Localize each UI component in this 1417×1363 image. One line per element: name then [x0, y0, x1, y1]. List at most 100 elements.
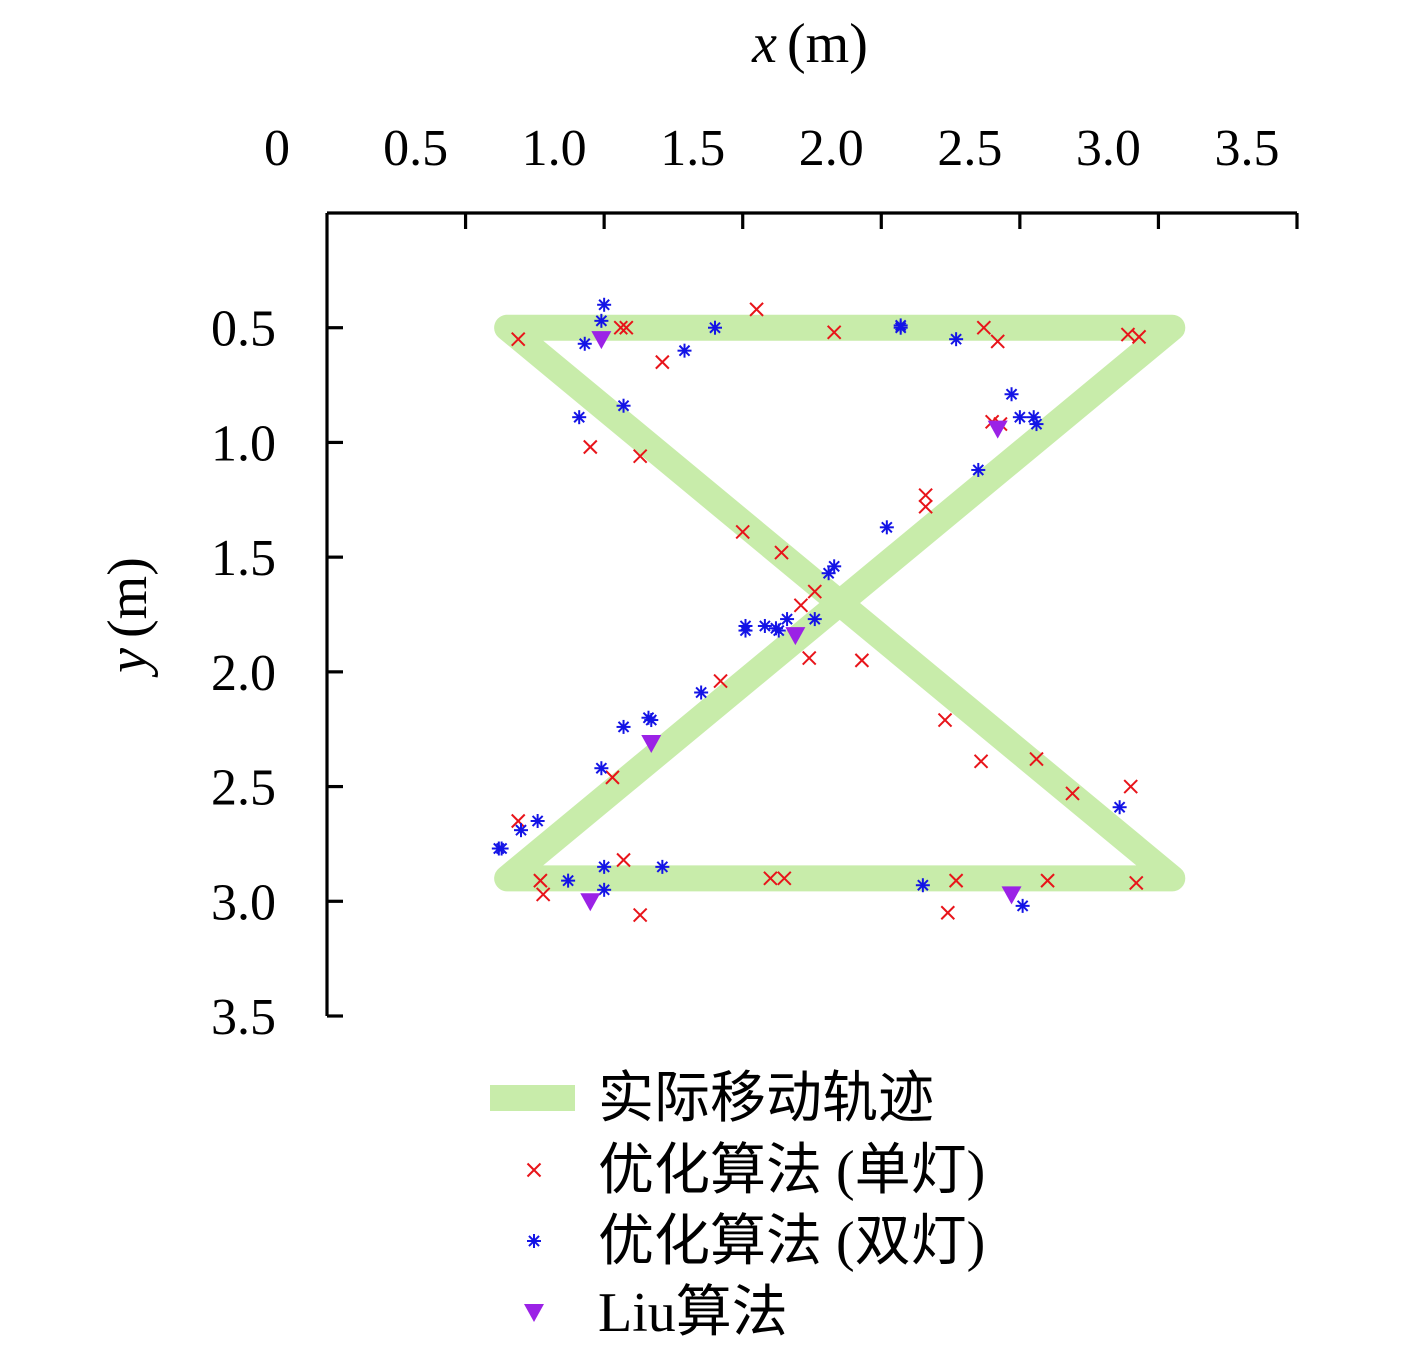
x-marker	[976, 320, 992, 335]
triangle-marker	[1001, 886, 1022, 905]
series-1	[511, 302, 1147, 923]
x-tick-label: 1.5	[660, 120, 725, 177]
asterisk-marker	[694, 685, 709, 700]
x-marker	[713, 673, 728, 689]
legend-label: Liu算法	[598, 1282, 788, 1344]
y-tick-label: 3.0	[211, 874, 276, 931]
trajectory-line	[494, 314, 1186, 892]
asterisk-marker	[577, 336, 592, 351]
x-marker	[616, 852, 631, 868]
asterisk-marker	[949, 332, 964, 347]
x-marker	[1123, 779, 1138, 794]
legend-item-1: 优化算法 (单灯)	[526, 1140, 985, 1202]
asterisk-marker	[527, 1234, 541, 1248]
x-marker	[526, 1162, 542, 1178]
asterisk-marker	[530, 813, 545, 828]
asterisk-marker	[1112, 800, 1127, 815]
asterisk-marker	[1012, 410, 1027, 425]
x-marker	[774, 545, 789, 560]
x-marker	[1131, 329, 1147, 345]
asterisk-marker	[780, 612, 795, 627]
asterisk-marker	[572, 410, 587, 425]
asterisk-marker	[561, 873, 576, 888]
triangle-marker	[785, 627, 806, 646]
x-marker	[802, 650, 817, 666]
x-marker	[632, 448, 648, 464]
asterisk-marker	[807, 612, 822, 627]
x-marker	[918, 487, 933, 503]
x-marker	[619, 320, 634, 335]
y-tick-label: 1.0	[211, 415, 276, 472]
legend-item-2: 优化算法 (双灯)	[527, 1211, 985, 1273]
asterisk-marker	[616, 719, 631, 734]
asterisk-marker	[616, 398, 631, 413]
x-marker	[535, 887, 551, 902]
triangle-marker	[641, 734, 662, 753]
y-axis-label-unit: (m)	[97, 557, 159, 638]
y-tick-label: 2.0	[211, 645, 276, 702]
x-marker	[937, 712, 953, 728]
x-marker	[990, 334, 1005, 349]
x-marker	[826, 325, 842, 340]
asterisk-marker	[597, 859, 612, 874]
x-marker	[1040, 873, 1055, 888]
series-2	[491, 297, 1127, 913]
plot-area	[491, 297, 1186, 923]
y-tick-label: 0.5	[211, 301, 276, 358]
asterisk-marker	[771, 623, 786, 638]
x-marker	[777, 871, 792, 886]
asterisk-marker	[514, 823, 528, 838]
asterisk-marker	[879, 520, 894, 535]
legend-item-0: 实际移动轨迹	[490, 1068, 934, 1130]
x-marker	[940, 905, 956, 920]
x-marker	[511, 813, 526, 829]
x-marker	[1129, 875, 1144, 891]
asterisk-marker	[738, 623, 753, 638]
asterisk-marker	[915, 878, 930, 893]
asterisk-marker	[494, 841, 509, 856]
y-tick-label: 2.5	[211, 760, 276, 817]
x-marker	[807, 584, 822, 599]
asterisk-marker	[597, 297, 612, 312]
asterisk-marker	[757, 618, 772, 633]
x-marker	[973, 754, 989, 769]
triangle-marker	[524, 1304, 544, 1322]
x-marker	[1029, 751, 1044, 767]
x-marker	[793, 598, 809, 613]
legend-label: 实际移动轨迹	[598, 1068, 934, 1130]
asterisk-marker	[1004, 387, 1019, 402]
x-tick-label: 3.0	[1076, 120, 1141, 177]
x-tick-label: 0	[264, 120, 290, 177]
triangle-marker	[580, 893, 601, 912]
x-axis-label: x (m)	[751, 13, 868, 75]
x-marker	[533, 873, 548, 888]
axes: 0 0.5 1.0 1.5 2.0 2.5 3.0 3.5 0.5 1.0 1.5 2.0 2.5 3.0…	[97, 13, 1299, 1046]
x-marker	[632, 907, 648, 923]
series-0	[494, 314, 1186, 892]
x-marker	[605, 770, 620, 785]
x-axis-label-var: x	[751, 13, 777, 75]
asterisk-marker	[893, 320, 908, 335]
y-axis-label: y (m)	[97, 557, 159, 678]
x-tick-label: 1.0	[522, 120, 587, 177]
asterisk-marker	[597, 882, 612, 897]
x-tick-label: 0.5	[383, 120, 448, 177]
asterisk-marker	[1015, 898, 1030, 913]
x-tick-label: 3.5	[1215, 120, 1280, 177]
triangle-marker	[987, 420, 1008, 439]
x-marker	[918, 499, 933, 514]
x-marker	[763, 871, 778, 886]
x-marker	[948, 873, 964, 888]
x-marker	[749, 302, 764, 317]
legend-label: 优化算法 (双灯)	[598, 1211, 985, 1273]
asterisk-marker	[655, 859, 670, 874]
legend-label: 优化算法 (单灯)	[598, 1140, 985, 1202]
x-marker	[1065, 786, 1080, 801]
y-tick-label: 1.5	[211, 530, 276, 587]
x-tick-label: 2.5	[937, 120, 1002, 177]
y-axis-label-var: y	[97, 648, 159, 678]
asterisk-marker	[594, 761, 609, 776]
x-marker	[583, 439, 598, 455]
